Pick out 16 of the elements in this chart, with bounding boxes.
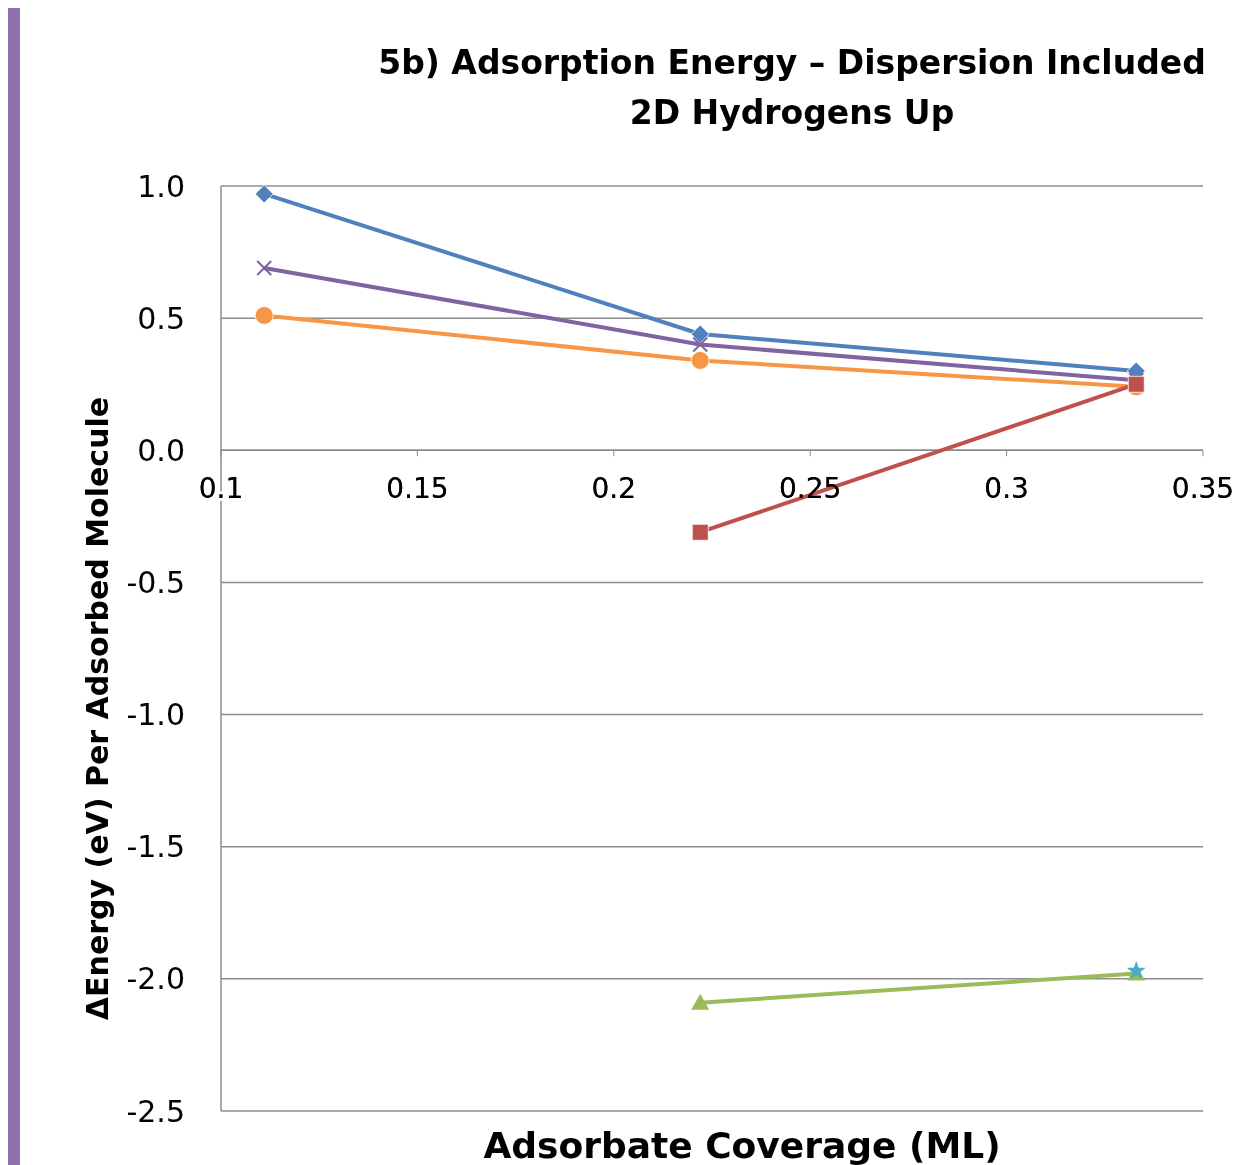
y-tick-label: -2.0 — [126, 961, 185, 997]
x-tick-label: 0.15 — [386, 472, 449, 506]
y-tick-label: -1.0 — [126, 697, 185, 733]
y-tick-label: -2.5 — [126, 1093, 185, 1129]
y-tick-label: 0.5 — [137, 300, 185, 336]
chart-title: 5b) Adsorption Energy – Dispersion Included 2D Hydrogens Up — [378, 43, 1206, 132]
y-tick-label: 0.0 — [137, 432, 185, 468]
y-tick-label: -0.5 — [126, 564, 185, 600]
y-tick-label: 1.0 — [137, 168, 185, 204]
x-tick-label: 0.3 — [984, 472, 1029, 506]
x-tick-label: 0.1 — [198, 472, 244, 506]
x-tick-label: 0.2 — [591, 472, 637, 506]
x-axis-title: Adsorbate Coverage (ML) — [483, 1125, 1001, 1165]
y-axis-title: ΔEnergy (eV) Per Adsorbed Molecule — [80, 396, 115, 1021]
y-tick-label: -1.5 — [126, 829, 185, 865]
x-tick-label: 0.35 — [1171, 472, 1235, 506]
